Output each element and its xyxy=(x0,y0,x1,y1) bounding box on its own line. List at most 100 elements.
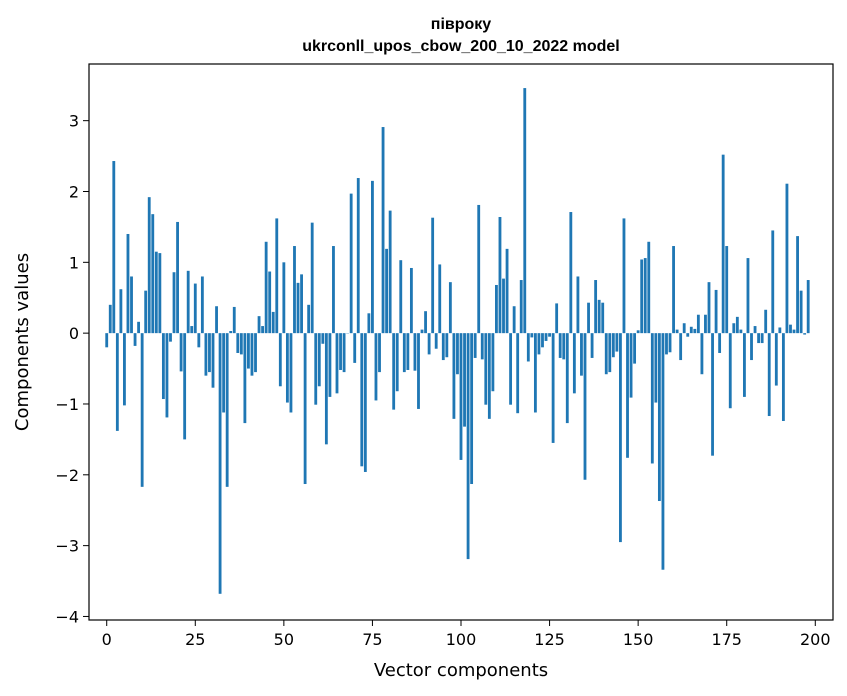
bar-162 xyxy=(679,333,683,361)
x-tick-label: 175 xyxy=(711,630,742,649)
bar-67 xyxy=(342,333,346,373)
bar-100 xyxy=(459,333,463,460)
bar-64 xyxy=(332,246,335,334)
bar-18 xyxy=(169,333,172,342)
bar-166 xyxy=(693,328,697,334)
bar-11 xyxy=(144,290,148,334)
bar-182 xyxy=(750,333,753,361)
bar-119 xyxy=(526,333,530,362)
bar-80 xyxy=(388,210,392,334)
bar-109 xyxy=(491,333,495,392)
bar-160 xyxy=(672,246,675,334)
y-axis-label: Components values xyxy=(12,253,33,431)
bar-57 xyxy=(307,304,311,334)
bar-107 xyxy=(484,333,488,405)
bar-125 xyxy=(548,333,551,337)
bar-48 xyxy=(275,218,279,334)
bar-126 xyxy=(551,333,555,443)
bar-129 xyxy=(562,333,566,360)
bar-130 xyxy=(565,333,569,424)
bar-186 xyxy=(764,309,768,334)
bar-58 xyxy=(310,222,314,334)
bar-1 xyxy=(108,304,112,334)
bar-55 xyxy=(300,274,303,334)
bar-33 xyxy=(222,333,226,413)
bar-158 xyxy=(665,333,668,355)
bar-28 xyxy=(204,333,208,376)
bar-39 xyxy=(243,333,247,424)
bar-59 xyxy=(314,333,318,405)
bar-121 xyxy=(533,333,537,413)
bar-133 xyxy=(576,276,580,334)
bar-43 xyxy=(257,316,261,334)
bar-193 xyxy=(789,324,792,334)
bar-98 xyxy=(452,333,456,419)
bar-26 xyxy=(197,333,201,348)
bar-196 xyxy=(799,290,803,334)
bar-192 xyxy=(785,183,789,334)
bar-0 xyxy=(105,333,109,348)
bar-90 xyxy=(424,311,427,334)
bar-102 xyxy=(466,333,470,560)
bar-16 xyxy=(161,333,165,400)
x-tick-label: 0 xyxy=(102,630,112,649)
bar-176 xyxy=(728,333,732,409)
bar-165 xyxy=(689,326,693,334)
bar-7 xyxy=(130,276,133,334)
bar-65 xyxy=(335,333,339,394)
bar-10 xyxy=(140,333,144,487)
bar-49 xyxy=(278,333,282,387)
bar-74 xyxy=(367,313,371,334)
bar-72 xyxy=(360,333,364,467)
bar-13 xyxy=(151,214,155,334)
bar-170 xyxy=(707,282,711,334)
bar-144 xyxy=(615,333,619,352)
bar-128 xyxy=(558,333,562,358)
bar-155 xyxy=(654,333,658,403)
bar-139 xyxy=(597,299,601,334)
bar-143 xyxy=(611,333,615,358)
bar-151 xyxy=(640,259,644,334)
y-axis-ticks: −4 −3 −2 −1 0 1 2 3 xyxy=(55,112,89,626)
bar-21 xyxy=(179,333,183,372)
bar-63 xyxy=(328,333,332,397)
bar-198 xyxy=(806,280,810,334)
bar-172 xyxy=(714,289,718,334)
bar-137 xyxy=(590,333,594,358)
bar-84 xyxy=(402,333,406,373)
bar-134 xyxy=(580,333,583,376)
y-tick-label: −4 xyxy=(55,607,79,626)
bar-114 xyxy=(509,333,513,405)
bar-31 xyxy=(215,306,218,334)
bar-96 xyxy=(445,333,449,358)
bar-6 xyxy=(126,233,130,334)
bar-54 xyxy=(296,282,300,334)
x-tick-label: 50 xyxy=(274,630,294,649)
bar-3 xyxy=(115,333,119,431)
bar-180 xyxy=(743,333,746,397)
bar-50 xyxy=(282,262,286,334)
bar-81 xyxy=(392,333,396,410)
bar-146 xyxy=(622,218,626,334)
bar-101 xyxy=(463,333,466,427)
bar-117 xyxy=(519,280,523,334)
x-tick-label: 150 xyxy=(623,630,654,649)
y-tick-label: 1 xyxy=(69,253,79,272)
bar-159 xyxy=(668,333,672,353)
y-tick-label: 0 xyxy=(69,324,79,343)
bar-95 xyxy=(441,333,445,361)
bar-189 xyxy=(774,333,778,386)
bar-69 xyxy=(349,193,353,334)
bar-77 xyxy=(378,333,381,373)
bar-47 xyxy=(271,311,275,334)
x-tick-label: 125 xyxy=(534,630,565,649)
bar-75 xyxy=(371,180,374,334)
bar-177 xyxy=(732,323,736,334)
bar-175 xyxy=(725,246,729,334)
y-tick-label: 3 xyxy=(69,112,79,131)
y-tick-label: −2 xyxy=(55,466,79,485)
bar-19 xyxy=(172,272,176,334)
bar-41 xyxy=(250,333,254,376)
bar-45 xyxy=(264,241,268,334)
bar-83 xyxy=(399,260,403,334)
